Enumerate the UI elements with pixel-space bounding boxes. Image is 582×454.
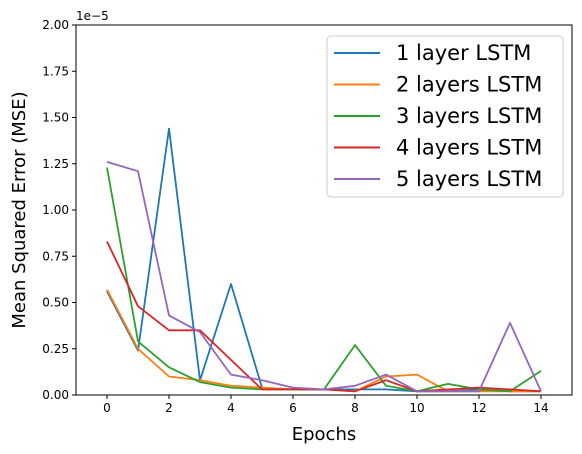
legend-label-3: 3 layers LSTM — [396, 104, 542, 128]
x-axis-label: Epochs — [292, 424, 357, 445]
x-tick-label: 12 — [471, 401, 486, 415]
y-tick-label: 1.50 — [42, 111, 69, 125]
y-tick-label: 0.50 — [42, 296, 69, 310]
x-axis-ticks: 0 2 4 6 8 10 12 14 — [103, 395, 549, 415]
x-tick-label: 14 — [533, 401, 548, 415]
y-axis-ticks: 0.00 0.25 0.50 0.75 1.00 1.25 1.50 1.75 2.00 — [42, 18, 76, 402]
y-tick-label: 0.75 — [42, 249, 69, 263]
x-tick-label: 6 — [289, 401, 297, 415]
legend-label-1: 1 layer LSTM — [396, 41, 531, 65]
legend-label-4: 4 layers LSTM — [396, 136, 542, 160]
y-axis-label: Mean Squared Error (MSE) — [9, 91, 30, 328]
x-tick-label: 2 — [165, 401, 173, 415]
y-offset-label: 1e−5 — [76, 9, 109, 23]
legend: 1 layer LSTM 2 layers LSTM 3 layers LSTM 4 … — [326, 35, 564, 198]
x-tick-label: 8 — [351, 401, 359, 415]
x-tick-label: 0 — [103, 401, 111, 415]
series-layer — [106, 127, 542, 393]
y-tick-label: 2.00 — [42, 18, 69, 32]
y-tick-label: 1.25 — [42, 157, 69, 171]
y-tick-label: 0.00 — [42, 388, 69, 402]
y-tick-label: 1.75 — [42, 64, 69, 78]
x-tick-label: 10 — [409, 401, 424, 415]
series-line-5 — [106, 161, 542, 393]
legend-label-2: 2 layers LSTM — [396, 73, 542, 97]
legend-box — [326, 35, 564, 198]
legend-label-5: 5 layers LSTM — [396, 167, 542, 191]
x-tick-label: 4 — [227, 401, 235, 415]
y-tick-label: 1.00 — [42, 203, 69, 217]
y-tick-label: 0.25 — [42, 342, 69, 356]
